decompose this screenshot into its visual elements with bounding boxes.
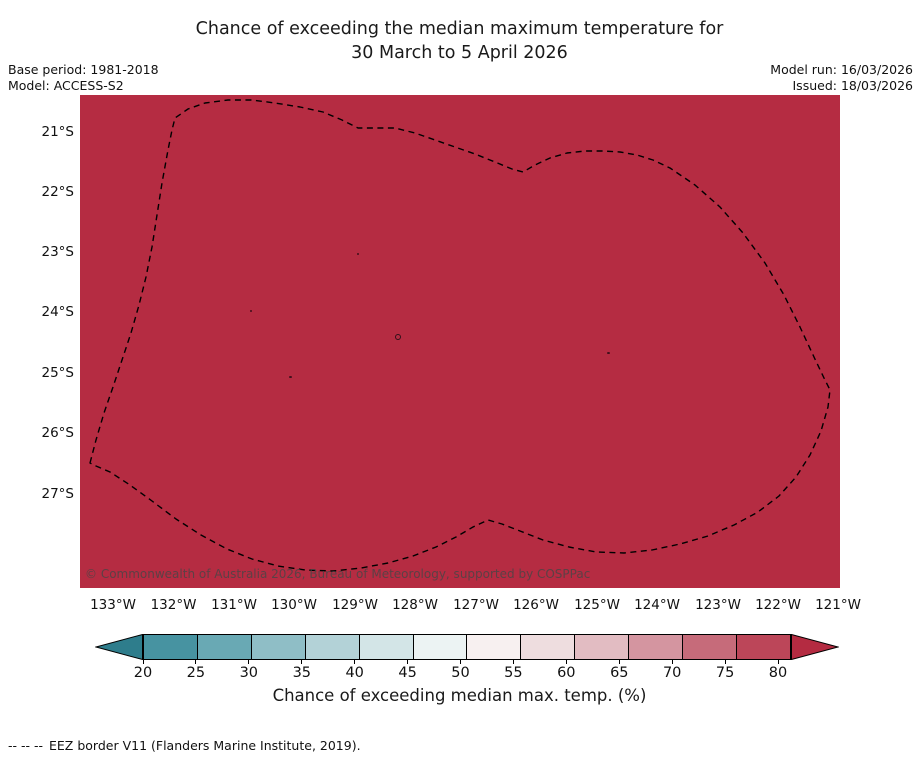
colorbar-segment bbox=[466, 634, 521, 660]
colorbar-tick-label: 55 bbox=[504, 665, 523, 681]
colorbar-tick: 75 bbox=[705, 660, 745, 681]
eez-dash-sample: -- -- -- bbox=[8, 738, 44, 753]
colorbar-tick-label: 30 bbox=[239, 665, 259, 681]
island-marker bbox=[357, 253, 359, 255]
y-axis-tick: 26°S bbox=[41, 425, 75, 441]
colorbar-left-arrow-shape bbox=[95, 634, 143, 660]
colorbar-ticks: 20 25 30 35 40 45 50 55 60 65 70 75 80 bbox=[0, 660, 919, 686]
colorbar-tick: 30 bbox=[229, 660, 269, 681]
colorbar-tick: 55 bbox=[493, 660, 533, 681]
tick-mark bbox=[195, 660, 197, 664]
tick-mark bbox=[460, 660, 461, 664]
island-marker bbox=[395, 334, 401, 340]
colorbar-tick-label: 65 bbox=[610, 665, 629, 681]
island-marker bbox=[250, 310, 252, 312]
colorbar-tick: 40 bbox=[335, 660, 375, 681]
colorbar-tick-label: 60 bbox=[557, 665, 576, 681]
map-plot-area: © Commonwealth of Australia 2026, Bureau… bbox=[80, 95, 840, 588]
x-axis-tick: 125°W bbox=[574, 597, 620, 613]
island-marker bbox=[289, 376, 292, 378]
x-axis-tick: 128°W bbox=[392, 597, 438, 613]
tick-mark bbox=[565, 660, 567, 664]
model-run-label: Model run: 16/03/2026 bbox=[770, 62, 913, 77]
tick-mark bbox=[407, 660, 409, 664]
colorbar-tick: 45 bbox=[388, 660, 428, 681]
y-axis-tick: 22°S bbox=[41, 184, 75, 200]
colorbar-segment bbox=[520, 634, 575, 660]
island-marker bbox=[607, 352, 610, 354]
colorbar-tick-label: 20 bbox=[133, 665, 153, 681]
tick-mark bbox=[142, 660, 144, 664]
y-axis-tick: 23°S bbox=[41, 244, 75, 260]
colorbar-tick: 70 bbox=[652, 660, 692, 681]
colorbar-segment bbox=[574, 634, 629, 660]
y-axis-tick: 21°S bbox=[41, 124, 75, 140]
colorbar-segment bbox=[735, 634, 791, 660]
colorbar-segment bbox=[628, 634, 683, 660]
y-axis-tick: 24°S bbox=[41, 304, 75, 320]
tick-mark bbox=[248, 660, 250, 664]
x-axis-tick: 133°W bbox=[90, 597, 136, 613]
x-axis-tick: 132°W bbox=[150, 597, 197, 613]
colorbar-left-arrow bbox=[95, 634, 143, 660]
colorbar-segment bbox=[143, 634, 197, 660]
colorbar-tick-label: 70 bbox=[662, 665, 682, 681]
colorbar-right-arrow bbox=[790, 634, 839, 660]
issued-label: Issued: 18/03/2026 bbox=[792, 78, 914, 93]
colorbar-right-arrow-shape bbox=[790, 634, 839, 660]
colorbar-label: Chance of exceeding median max. temp. (%… bbox=[272, 686, 647, 705]
colorbar-tick-label: 45 bbox=[398, 665, 417, 681]
tick-mark bbox=[724, 660, 726, 664]
eez-footnote-text: EEZ border V11 (Flanders Marine Institut… bbox=[49, 738, 361, 753]
tick-mark bbox=[301, 660, 303, 664]
y-axis-tick: 27°S bbox=[41, 486, 75, 502]
x-axis-tick: 123°W bbox=[695, 597, 741, 613]
x-axis-tick: 130°W bbox=[271, 597, 317, 613]
colorbar-tick: 20 bbox=[123, 660, 163, 681]
page-title: Chance of exceeding the median maximum t… bbox=[195, 19, 724, 39]
run-info-block: Model run: 16/03/2026 Issued: 18/03/2026 bbox=[770, 62, 913, 94]
colorbar-tick: 65 bbox=[599, 660, 639, 681]
y-axis-tick: 25°S bbox=[41, 365, 75, 381]
colorbar-tick: 50 bbox=[441, 660, 481, 681]
colorbar-tick: 80 bbox=[758, 660, 798, 681]
colorbar-tick-label: 40 bbox=[345, 665, 364, 681]
colorbar-segment bbox=[196, 634, 251, 660]
x-axis-tick: 122°W bbox=[755, 597, 801, 613]
tick-mark bbox=[777, 660, 779, 664]
colorbar-segment bbox=[412, 634, 467, 660]
x-axis-tick: 127°W bbox=[453, 597, 499, 613]
x-axis-tick: 129°W bbox=[332, 597, 378, 613]
x-axis-tick: 126°W bbox=[513, 597, 559, 613]
colorbar-tick-label: 75 bbox=[715, 665, 735, 681]
tick-mark bbox=[671, 660, 673, 664]
eez-border-overlay bbox=[89, 99, 831, 572]
colorbar-segment bbox=[250, 634, 305, 660]
colorbar-segment bbox=[304, 634, 359, 660]
eez-footnote: -- -- -- EEZ border V11 (Flanders Marine … bbox=[8, 738, 361, 753]
colorbar-tick: 35 bbox=[282, 660, 322, 681]
colorbar-tick-label: 50 bbox=[451, 665, 470, 681]
colorbar-segment bbox=[682, 634, 736, 660]
x-axis-tick: 124°W bbox=[634, 597, 680, 613]
colorbar-tick-label: 25 bbox=[186, 665, 206, 681]
colorbar-tick: 25 bbox=[176, 660, 216, 681]
page-title-dates: 30 March to 5 April 2026 bbox=[351, 43, 568, 63]
eez-border-path bbox=[89, 99, 831, 572]
colorbar-tick: 60 bbox=[546, 660, 586, 681]
tick-mark bbox=[618, 660, 620, 664]
colorbar bbox=[95, 634, 839, 660]
colorbar-tick-label: 35 bbox=[292, 665, 312, 681]
colorbar-segment bbox=[358, 634, 413, 660]
x-axis-tick: 131°W bbox=[211, 597, 257, 613]
copyright-text: © Commonwealth of Australia 2026, Bureau… bbox=[85, 567, 591, 581]
x-axis-tick: 121°W bbox=[815, 597, 861, 613]
tick-mark bbox=[354, 660, 356, 664]
base-period-label: Base period: 1981-2018 bbox=[8, 62, 159, 77]
colorbar-tick-label: 80 bbox=[768, 665, 788, 681]
tick-mark bbox=[512, 660, 514, 664]
model-info-block: Base period: 1981-2018 Model: ACCESS-S2 bbox=[8, 62, 159, 94]
model-label: Model: ACCESS-S2 bbox=[8, 78, 124, 93]
